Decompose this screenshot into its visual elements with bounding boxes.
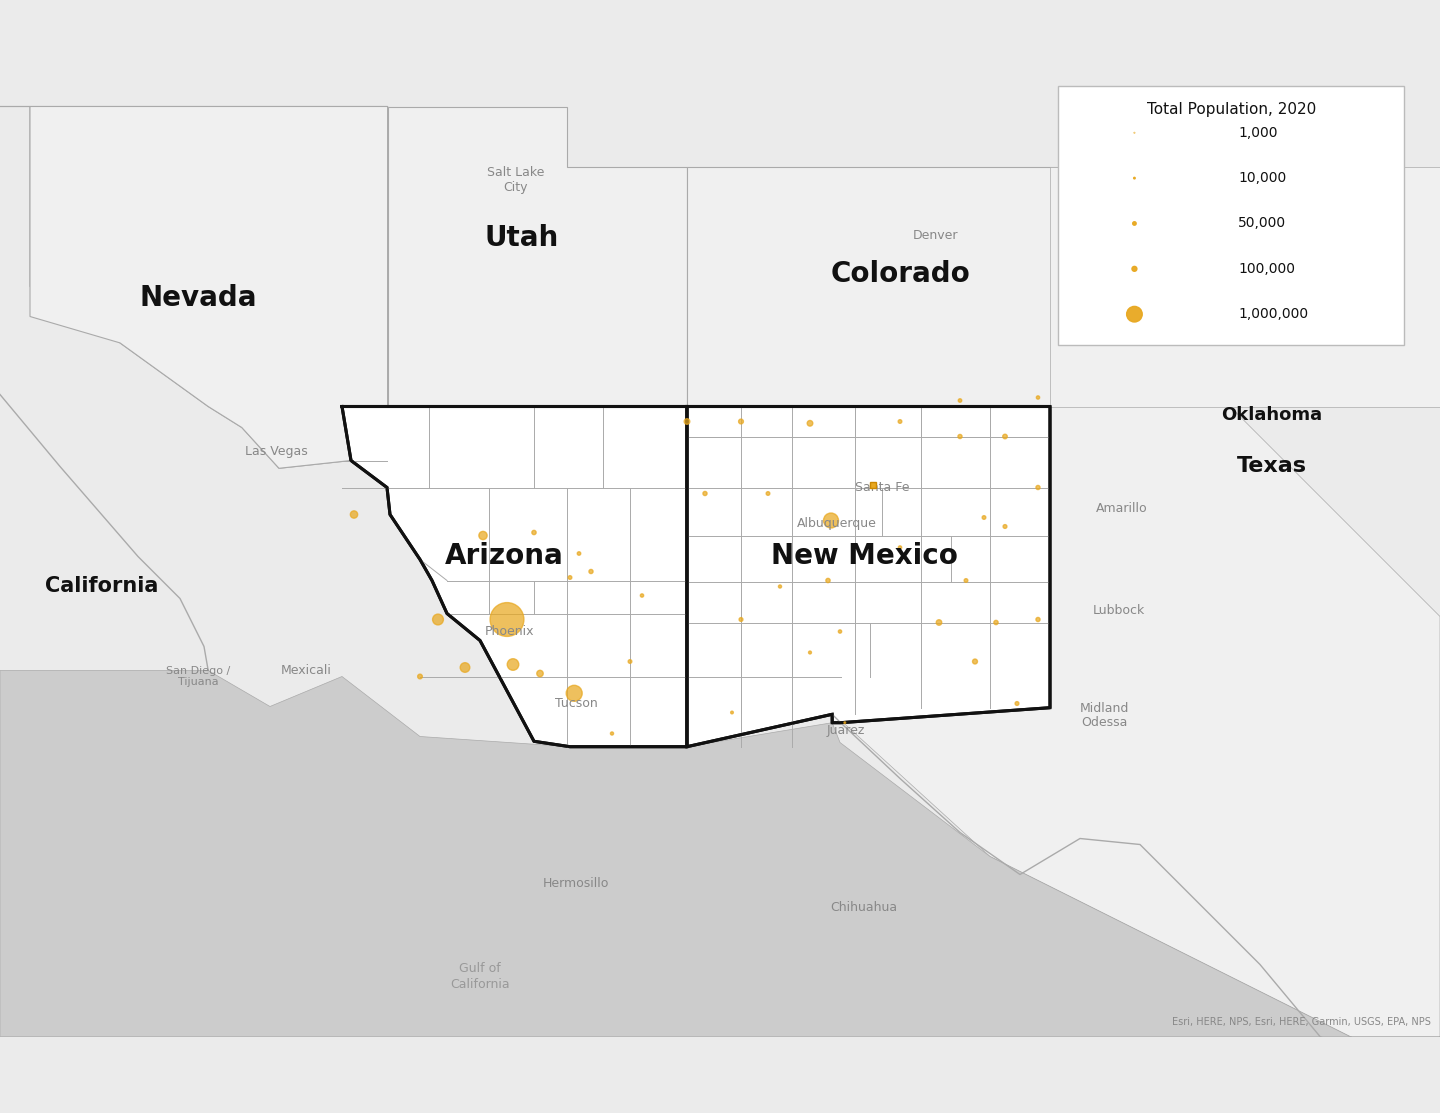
Text: California: California bbox=[45, 577, 158, 597]
Circle shape bbox=[1037, 396, 1040, 400]
Circle shape bbox=[871, 483, 876, 487]
FancyBboxPatch shape bbox=[1058, 86, 1404, 345]
Circle shape bbox=[507, 659, 518, 670]
Polygon shape bbox=[687, 167, 1107, 406]
Circle shape bbox=[965, 579, 968, 582]
Text: Albuquerque: Albuquerque bbox=[798, 518, 877, 530]
Circle shape bbox=[577, 552, 580, 555]
Text: Oklahoma: Oklahoma bbox=[1221, 406, 1322, 424]
Text: Gulf of
California: Gulf of California bbox=[451, 963, 510, 991]
Circle shape bbox=[982, 515, 986, 520]
Text: Texas: Texas bbox=[1237, 456, 1308, 476]
Text: 50,000: 50,000 bbox=[1238, 216, 1286, 230]
Text: Esri, HERE, NPS, Esri, HERE, Garmin, USGS, EPA, NPS: Esri, HERE, NPS, Esri, HERE, Garmin, USG… bbox=[1172, 1017, 1431, 1027]
Circle shape bbox=[490, 602, 524, 637]
Text: 100,000: 100,000 bbox=[1238, 262, 1295, 276]
Circle shape bbox=[628, 660, 632, 663]
Circle shape bbox=[1015, 701, 1020, 706]
Text: Lubbock: Lubbock bbox=[1093, 604, 1145, 617]
Polygon shape bbox=[0, 107, 387, 469]
Circle shape bbox=[827, 579, 829, 582]
Text: San Diego /
Tijuana: San Diego / Tijuana bbox=[166, 666, 230, 688]
Polygon shape bbox=[0, 670, 1440, 1066]
Text: Salt Lake
City: Salt Lake City bbox=[487, 166, 544, 194]
Circle shape bbox=[641, 594, 644, 598]
Text: Juarez: Juarez bbox=[827, 723, 865, 737]
Polygon shape bbox=[343, 406, 687, 747]
Circle shape bbox=[703, 492, 707, 495]
Circle shape bbox=[418, 674, 422, 679]
Circle shape bbox=[739, 618, 743, 621]
Text: Santa Fe: Santa Fe bbox=[855, 481, 909, 494]
Circle shape bbox=[766, 492, 770, 495]
Circle shape bbox=[589, 570, 593, 573]
Circle shape bbox=[1133, 177, 1135, 179]
Circle shape bbox=[537, 670, 543, 677]
Text: Hermosillo: Hermosillo bbox=[543, 877, 609, 890]
Circle shape bbox=[480, 531, 487, 540]
Text: Midland
Odessa: Midland Odessa bbox=[1080, 701, 1129, 729]
Circle shape bbox=[844, 722, 845, 723]
Text: Colorado: Colorado bbox=[829, 260, 971, 288]
Circle shape bbox=[1133, 221, 1136, 225]
Text: Denver: Denver bbox=[913, 229, 959, 242]
Circle shape bbox=[958, 398, 962, 402]
Circle shape bbox=[824, 513, 838, 528]
Text: Las Vegas: Las Vegas bbox=[245, 445, 307, 459]
Polygon shape bbox=[687, 406, 1050, 747]
Circle shape bbox=[611, 732, 613, 735]
Polygon shape bbox=[1050, 167, 1440, 406]
Circle shape bbox=[1126, 306, 1142, 322]
Circle shape bbox=[350, 511, 357, 519]
Text: Tucson: Tucson bbox=[554, 697, 598, 710]
Circle shape bbox=[1002, 434, 1007, 439]
Circle shape bbox=[566, 686, 582, 701]
Text: Chihuahua: Chihuahua bbox=[831, 902, 897, 914]
Polygon shape bbox=[30, 107, 387, 469]
Text: 1,000,000: 1,000,000 bbox=[1238, 307, 1308, 322]
Circle shape bbox=[808, 421, 812, 426]
Circle shape bbox=[1132, 266, 1138, 272]
Circle shape bbox=[808, 651, 812, 654]
Polygon shape bbox=[387, 107, 687, 406]
Circle shape bbox=[899, 420, 901, 423]
Text: New Mexico: New Mexico bbox=[770, 542, 958, 571]
Text: Mexicali: Mexicali bbox=[281, 664, 331, 677]
Circle shape bbox=[958, 434, 962, 439]
Text: Total Population, 2020: Total Population, 2020 bbox=[1146, 101, 1316, 117]
Circle shape bbox=[432, 614, 444, 624]
Circle shape bbox=[531, 531, 536, 534]
Circle shape bbox=[994, 620, 998, 624]
Polygon shape bbox=[832, 406, 1440, 1066]
Circle shape bbox=[1004, 524, 1007, 529]
Circle shape bbox=[779, 585, 782, 588]
Text: Arizona: Arizona bbox=[445, 542, 563, 571]
Text: 1,000: 1,000 bbox=[1238, 126, 1277, 140]
Circle shape bbox=[899, 545, 901, 549]
Circle shape bbox=[569, 575, 572, 580]
Text: Phoenix: Phoenix bbox=[485, 626, 534, 638]
Circle shape bbox=[972, 659, 978, 664]
Text: Amarillo: Amarillo bbox=[1096, 502, 1148, 515]
Text: Utah: Utah bbox=[485, 225, 559, 253]
Circle shape bbox=[461, 662, 469, 672]
Circle shape bbox=[1035, 618, 1040, 621]
Circle shape bbox=[838, 630, 841, 633]
Circle shape bbox=[730, 711, 733, 713]
Circle shape bbox=[684, 418, 690, 424]
Circle shape bbox=[1035, 485, 1040, 490]
Circle shape bbox=[739, 420, 743, 424]
Circle shape bbox=[936, 620, 942, 626]
Text: Nevada: Nevada bbox=[140, 285, 256, 313]
Text: 10,000: 10,000 bbox=[1238, 171, 1286, 185]
